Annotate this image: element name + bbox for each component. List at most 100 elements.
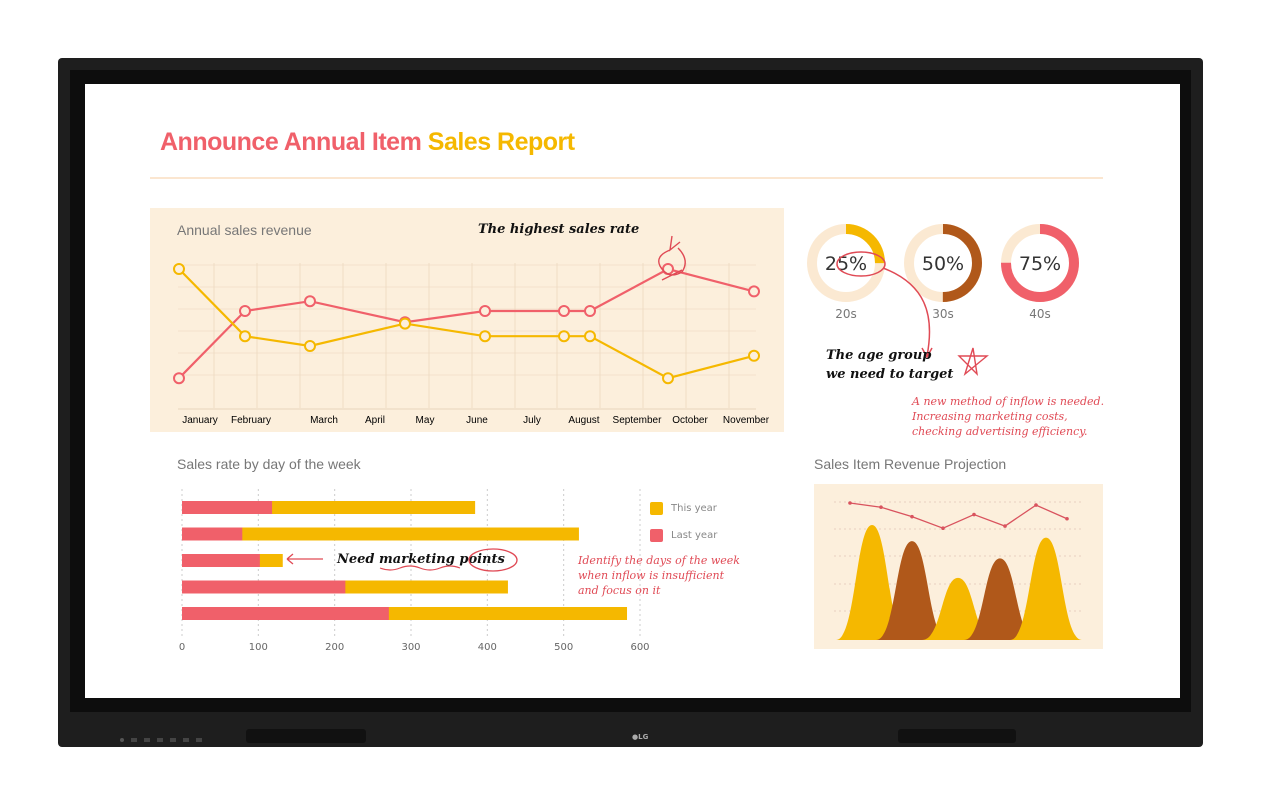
weekday-bar-chart: 0 100 200 300 400 500 600 (179, 489, 650, 653)
legend-label: Last year (671, 529, 718, 541)
weekday-chart-title: Sales rate by day of the week (177, 456, 361, 472)
annual-sales-panel: Annual sales revenue The highest sales r… (150, 208, 784, 432)
age-group-donuts: 25% 20s 50% 30s 75% 40s (807, 224, 1079, 321)
screen: Announce Annual Item Sales Report Annual… (85, 84, 1180, 698)
highlight-circle-icon (658, 235, 686, 281)
series-line (178, 268, 755, 380)
bar-last-year (182, 607, 389, 620)
speaker-grill (246, 729, 366, 743)
area-peak (1010, 537, 1082, 640)
data-point (479, 330, 491, 343)
month-label: August (568, 415, 599, 426)
note-line: checking advertising efficiency. (912, 425, 1088, 438)
data-point (399, 317, 411, 330)
line-point (879, 505, 883, 509)
month-label: September (613, 415, 663, 426)
speaker-grill (898, 729, 1016, 743)
donut-arc (904, 224, 982, 302)
legend-swatch (650, 528, 663, 542)
note-line: Identify the days of the week (578, 554, 740, 567)
title-part-2: Sales Report (427, 128, 575, 156)
bar-last-year (182, 527, 243, 541)
line-point (1003, 524, 1007, 528)
area-peak (922, 577, 994, 640)
data-point (173, 263, 185, 275)
data-point (584, 330, 596, 343)
legend-label: This year (671, 502, 717, 514)
data-point (239, 305, 251, 317)
data-point (239, 330, 251, 343)
donut-percent: 50% (922, 253, 964, 275)
projection-line (849, 502, 1068, 529)
month-label: May (416, 415, 435, 426)
lg-logo: ●LG (632, 733, 649, 741)
highest-sales-annotation: The highest sales rate (478, 222, 640, 237)
legend-swatch (650, 501, 663, 515)
donut-percent: 75% (1019, 253, 1061, 275)
bar-last-year (182, 580, 346, 594)
revenue-projection-chart (814, 484, 1103, 649)
bar-this-year (182, 527, 579, 541)
arrow-left-icon (286, 553, 323, 565)
marketing-underline (379, 548, 518, 572)
line-point (1034, 503, 1038, 507)
star-icon (957, 347, 989, 377)
donut-arc (1001, 224, 1079, 302)
month-label: February (231, 415, 271, 426)
age-arrow-annotation (836, 251, 933, 359)
bar-last-year (182, 501, 273, 514)
annual-sales-line-chart: January February March April May June July Augu… (173, 235, 770, 426)
note-line: when inflow is insufficient (578, 569, 725, 582)
tick-label: 500 (554, 642, 573, 653)
tick-label: 200 (325, 642, 344, 653)
page-title: Announce Annual Item Sales Report (160, 128, 575, 157)
tick-label: 600 (630, 642, 649, 653)
month-label: March (310, 415, 338, 426)
tick-label: 300 (401, 642, 420, 653)
bar-last-year (182, 554, 260, 567)
month-label: June (466, 415, 488, 426)
line-point (941, 526, 945, 530)
annotation-line: The age group (826, 348, 932, 363)
legend-item: This year (650, 501, 717, 515)
note-line: Increasing marketing costs, (912, 410, 1068, 423)
data-point (662, 372, 674, 385)
line-point (910, 514, 914, 519)
line-point (1065, 516, 1069, 521)
data-point (748, 285, 760, 298)
note-line: and focus on it (578, 584, 661, 597)
age-label: 30s (932, 307, 954, 321)
data-point (304, 340, 316, 352)
tick-label: 0 (179, 642, 185, 653)
area-peak (876, 541, 948, 640)
donut-arc (807, 224, 885, 302)
data-point (558, 305, 570, 317)
month-label: January (182, 415, 218, 426)
note-line: A new method of inflow is needed. (912, 395, 1105, 408)
month-label: July (523, 415, 541, 426)
weekday-note: Identify the days of the week when inflo… (578, 553, 740, 598)
data-point (558, 330, 570, 343)
month-label: October (672, 415, 708, 426)
data-point (173, 372, 185, 385)
annotation-line: we need to target (826, 367, 954, 382)
age-group-annotation: The age group we need to target (826, 346, 953, 384)
bar-legend: This year Last year (650, 501, 717, 542)
donut-percent: 25% (825, 253, 867, 275)
age-label: 40s (1029, 307, 1051, 321)
area-peak (836, 525, 908, 640)
data-point (584, 305, 596, 317)
area-peak (964, 558, 1036, 640)
inflow-note: A new method of inflow is needed. Increa… (912, 394, 1104, 439)
series-line (178, 267, 755, 379)
month-label: April (365, 415, 385, 426)
data-point (479, 305, 491, 317)
front-buttons[interactable] (120, 738, 202, 742)
legend-item: Last year (650, 528, 717, 542)
projection-title: Sales Item Revenue Projection (814, 456, 1007, 472)
divider (150, 177, 1103, 179)
tick-label: 100 (249, 642, 268, 653)
tick-label: 400 (478, 642, 497, 653)
line-point (848, 501, 852, 505)
month-label: November (723, 415, 770, 426)
